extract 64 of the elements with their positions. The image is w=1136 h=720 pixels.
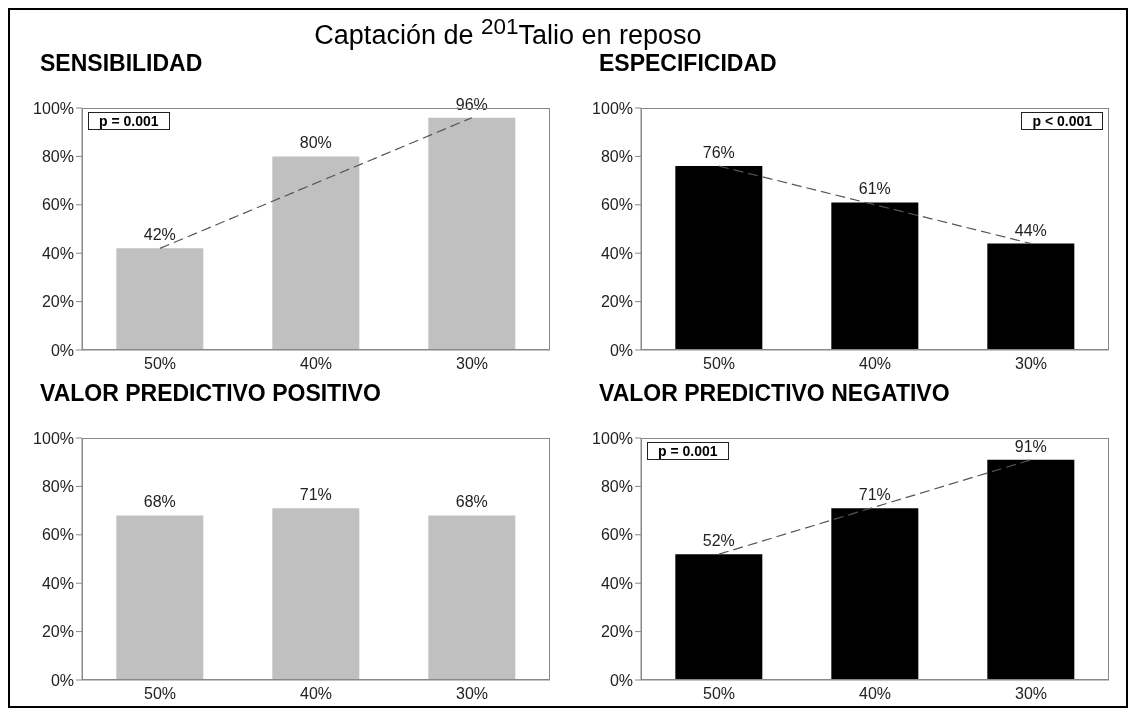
y-tick-label: 60% (600, 526, 633, 544)
annotation: p < 0.001 (1021, 112, 1103, 130)
data-label: 76% (702, 144, 735, 162)
y-tick-label: 60% (41, 196, 74, 214)
y-tick-label: 40% (41, 574, 74, 592)
y-tick-label: 60% (41, 526, 74, 544)
x-tick-label: 40% (858, 355, 892, 373)
y-tick-label: 80% (41, 148, 74, 166)
x-tick-label: 50% (143, 685, 177, 703)
y-tick-label: 100% (592, 99, 633, 117)
x-tick-label: 50% (702, 355, 736, 373)
x-tick-label: 30% (1014, 355, 1048, 373)
annotation: p = 0.001 (647, 442, 729, 460)
data-label: 52% (702, 532, 735, 550)
y-tick-label: 0% (50, 341, 74, 359)
x-tick-label: 40% (299, 685, 333, 703)
y-tick-label: 100% (33, 99, 74, 117)
y-tick-label: 20% (600, 293, 633, 311)
bar (831, 508, 919, 680)
chart-title: SENSIBILIDAD (40, 50, 203, 77)
data-label: 68% (455, 493, 488, 511)
y-tick-label: 40% (600, 574, 633, 592)
y-tick-label: 80% (600, 478, 633, 496)
data-label: 71% (858, 486, 891, 504)
chart-title: VALOR PREDICTIVO POSITIVO (40, 380, 381, 407)
bar (428, 117, 516, 350)
y-tick-label: 80% (600, 148, 633, 166)
y-tick-label: 20% (600, 623, 633, 641)
y-tick-label: 60% (600, 196, 633, 214)
x-tick-label: 40% (858, 685, 892, 703)
bar (987, 459, 1075, 680)
x-tick-label: 30% (1014, 685, 1048, 703)
bar (831, 202, 919, 350)
y-tick-label: 0% (609, 671, 633, 689)
bar (675, 554, 763, 680)
y-tick-label: 0% (50, 671, 74, 689)
x-tick-label: 50% (143, 355, 177, 373)
bar (272, 156, 360, 350)
data-label: 42% (143, 226, 176, 244)
x-tick-label: 30% (455, 685, 489, 703)
text: Captación de $^{201}$Talio en reposo (313, 13, 703, 50)
data-label: 71% (299, 486, 332, 504)
y-tick-label: 20% (41, 623, 74, 641)
data-label: 44% (1014, 221, 1047, 239)
data-label: 80% (299, 134, 332, 152)
data-label: 68% (143, 493, 176, 511)
y-tick-label: 0% (609, 341, 633, 359)
annotation: p = 0.001 (88, 112, 170, 130)
data-label: 61% (858, 180, 891, 198)
x-tick-label: 40% (299, 355, 333, 373)
bar (675, 166, 763, 350)
bar (987, 243, 1075, 350)
y-tick-label: 100% (33, 429, 74, 447)
data-label: 91% (1014, 437, 1047, 455)
x-tick-label: 50% (702, 685, 736, 703)
y-tick-label: 20% (41, 293, 74, 311)
y-tick-label: 40% (41, 244, 74, 262)
chart-title: VALOR PREDICTIVO NEGATIVO (599, 380, 950, 407)
y-tick-label: 80% (41, 478, 74, 496)
y-tick-label: 40% (600, 244, 633, 262)
x-tick-label: 30% (455, 355, 489, 373)
chart-title: ESPECIFICIDAD (599, 50, 777, 77)
bar (116, 248, 204, 350)
y-tick-label: 100% (592, 429, 633, 447)
